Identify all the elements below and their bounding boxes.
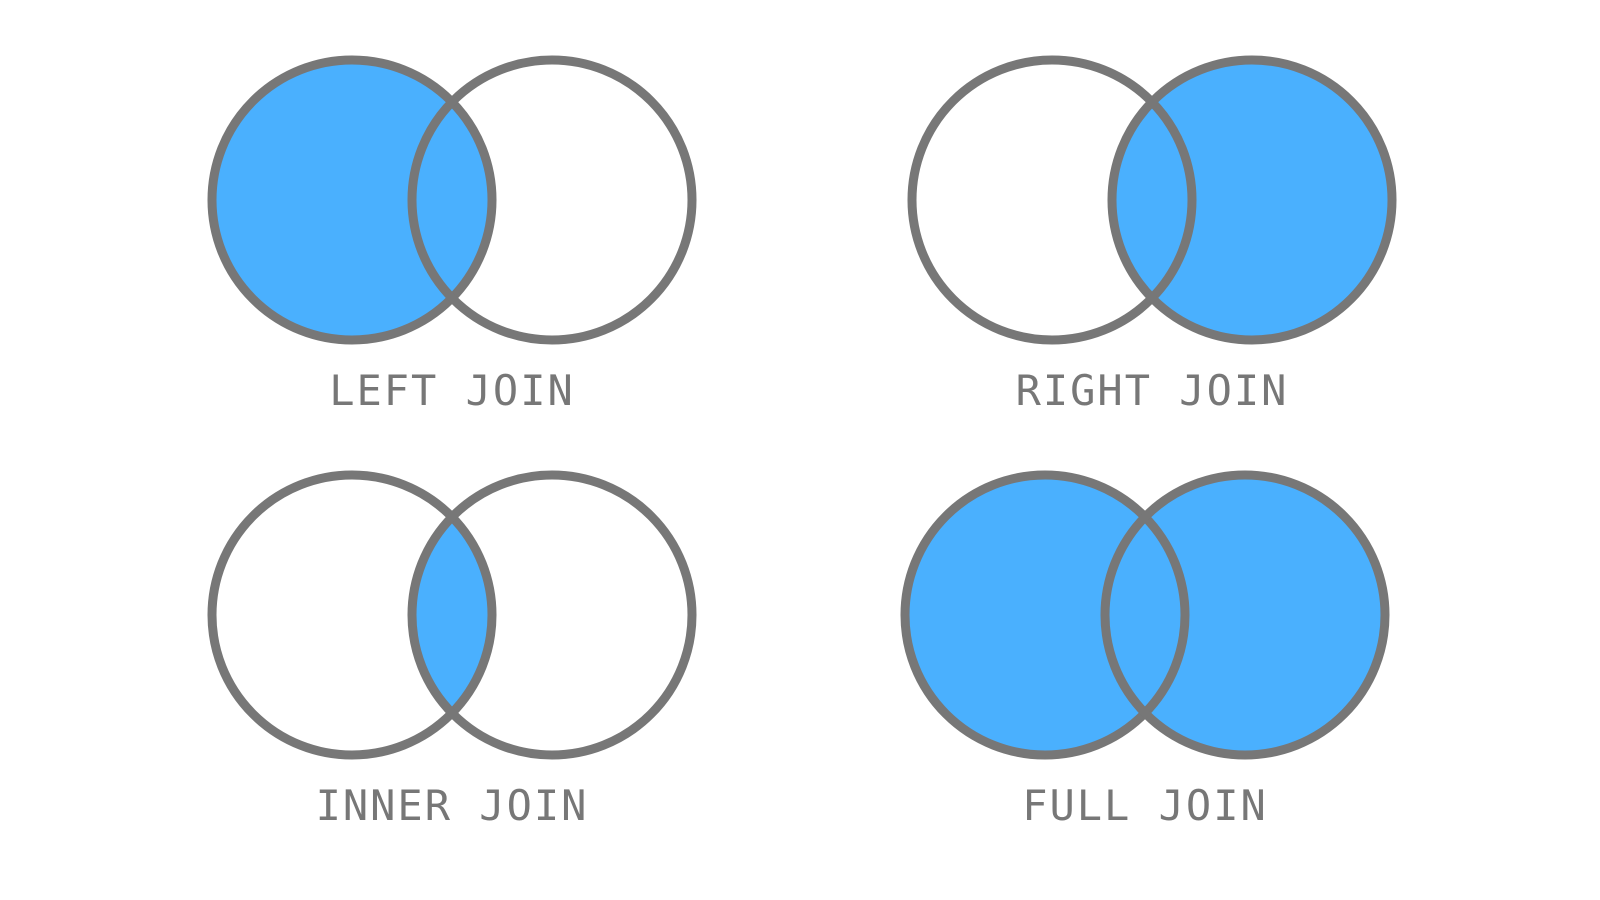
left-set-fill (912, 60, 1192, 340)
right-set-fill (1112, 60, 1392, 340)
right-set-outline (1100, 470, 1390, 760)
left-set-outline (900, 470, 1190, 760)
left-set-outline (907, 55, 1197, 345)
join-label: INNER JOIN (316, 781, 589, 830)
left-set-fill (212, 60, 492, 340)
join-label: FULL JOIN (1022, 781, 1268, 830)
venn-right-join: RIGHT JOIN (907, 55, 1397, 415)
venn-left-join: LEFT JOIN (207, 55, 697, 415)
left-set-outline (207, 55, 497, 345)
venn-full-join: FULL JOIN (900, 470, 1390, 830)
join-label: LEFT JOIN (329, 366, 575, 415)
right-set-outline (407, 55, 697, 345)
right-set-outline (407, 470, 697, 760)
left-set-fill (905, 475, 1185, 755)
join-label: RIGHT JOIN (1016, 366, 1289, 415)
left-set-fill (212, 475, 492, 755)
right-set-outline (1107, 55, 1397, 345)
right-set-fill (412, 475, 692, 755)
right-set-fill (1105, 475, 1385, 755)
right-set-fill (412, 60, 692, 340)
venn-inner-join: INNER JOIN (207, 470, 697, 830)
left-set-outline (207, 470, 497, 760)
